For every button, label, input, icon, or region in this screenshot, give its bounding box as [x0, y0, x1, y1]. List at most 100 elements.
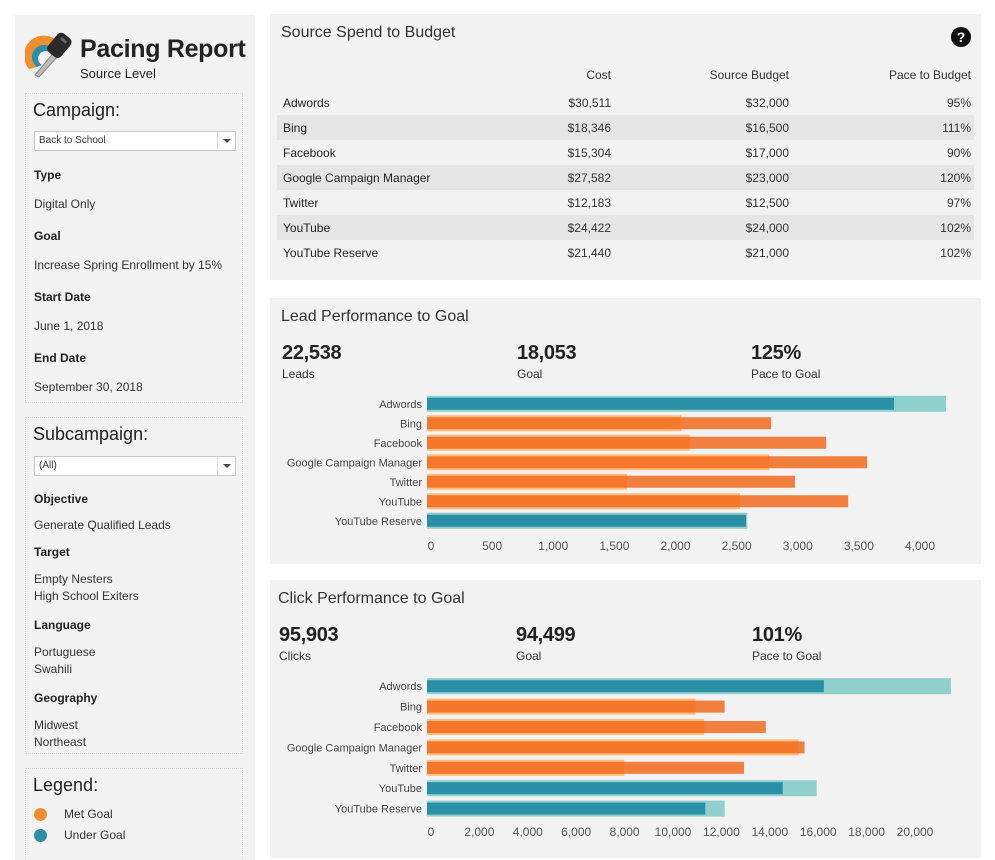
kpi-pace: 101% Pace to Goal [752, 624, 821, 663]
actual-bar[interactable] [427, 741, 805, 754]
source-cell: Google Campaign Manager [277, 165, 497, 190]
subcampaign-dropdown[interactable]: (All) [34, 456, 236, 476]
kpi-label: Goal [517, 367, 543, 381]
bar-row[interactable]: YouTube [379, 493, 849, 510]
category-label: Twitter [390, 763, 423, 775]
app-subtitle: Source Level [80, 66, 156, 81]
actual-bar[interactable] [427, 700, 725, 713]
kpi-clicks: 95,903 Clicks [279, 624, 339, 663]
actual-bar[interactable] [427, 417, 772, 430]
actual-bar[interactable] [427, 475, 795, 488]
end-date-label: End Date [34, 351, 87, 365]
subcampaign-panel: Subcampaign: (All) Objective Generate Qu… [25, 417, 243, 754]
bar-row[interactable]: Bing [400, 415, 772, 432]
end-date-value: September 30, 2018 [34, 380, 143, 394]
x-tick-label: 2,000 [660, 539, 690, 553]
x-tick-label: 4,000 [905, 539, 935, 553]
language-value-2: Swahili [34, 662, 73, 676]
kpi-label: Clicks [279, 649, 311, 663]
budget-cell: $17,000 [745, 145, 789, 160]
chevron-down-icon[interactable] [217, 132, 235, 150]
bar-row[interactable]: Bing [400, 698, 725, 715]
table-row: Adwords $30,511 $32,000 95% [277, 90, 974, 115]
cost-cell: $18,346 [497, 115, 614, 140]
actual-bar[interactable] [427, 514, 747, 527]
cost-cell: $21,440 [567, 245, 611, 260]
bar-row[interactable]: YouTube Reserve [335, 800, 725, 817]
section-title: Click Performance to Goal [278, 590, 465, 607]
x-tick-label: 6,000 [561, 825, 591, 839]
cost-cell: $12,183 [567, 195, 611, 210]
section-title: Lead Performance to Goal [281, 308, 469, 325]
category-label: Adwords [379, 399, 422, 411]
target-value-2: High School Exiters [34, 589, 139, 603]
category-label: Twitter [390, 477, 423, 489]
actual-bar[interactable] [427, 680, 824, 693]
category-label: Bing [400, 418, 422, 430]
teal-dot-icon [34, 829, 47, 842]
orange-dot-icon [34, 808, 47, 821]
table-row: YouTube Reserve $21,440 $21,000 102% [277, 240, 974, 265]
actual-bar[interactable] [427, 456, 868, 469]
kpi-pace: 125% Pace to Goal [751, 342, 820, 381]
bar-row[interactable]: Facebook [374, 719, 766, 735]
x-tick-label: 0 [428, 539, 435, 553]
source-cell: Twitter [283, 195, 319, 210]
campaign-title: Campaign: [33, 100, 121, 120]
campaign-selected: Back to School [39, 135, 106, 146]
x-tick-label: 500 [482, 539, 502, 553]
bar-row[interactable]: Google Campaign Manager [287, 454, 868, 471]
pace-cell: 102% [792, 215, 974, 240]
actual-bar[interactable] [427, 782, 783, 795]
kpi-label: Pace to Goal [752, 649, 822, 663]
pace-cell: 97% [946, 195, 971, 210]
actual-bar[interactable] [427, 436, 827, 449]
x-tick-label: 1,500 [599, 539, 629, 553]
category-label: YouTube [379, 783, 422, 795]
kpi-label: Leads [282, 367, 315, 381]
bar-row[interactable]: Adwords [379, 395, 946, 412]
actual-bar[interactable] [427, 802, 706, 815]
subcampaign-title: Subcampaign: [33, 424, 149, 444]
actual-bar[interactable] [427, 495, 849, 508]
question-icon[interactable]: ? [951, 27, 971, 47]
campaign-dropdown[interactable]: Back to School [34, 131, 236, 151]
pace-cell: 95% [946, 95, 971, 110]
column-header-cost: Cost [586, 68, 611, 82]
chevron-down-icon[interactable] [217, 457, 235, 475]
language-value-1: Portuguese [34, 645, 96, 659]
actual-bar[interactable] [427, 761, 745, 774]
x-tick-label: 16,000 [800, 825, 837, 839]
bar-row[interactable]: Facebook [374, 434, 827, 451]
bar-row[interactable]: YouTube Reserve [335, 512, 748, 529]
table-row: Google Campaign Manager $27,582 $23,000 120… [277, 165, 974, 190]
type-value: Digital Only [34, 197, 96, 211]
bar-row[interactable]: Twitter [390, 473, 795, 490]
lead-chart-svg: Adwords Bing Facebook Google Campaign Manag… [287, 395, 946, 553]
bar-row[interactable]: Google Campaign Manager [287, 739, 805, 756]
x-tick-label: 0 [428, 825, 435, 839]
actual-bar[interactable] [427, 397, 894, 410]
section-title: Source Spend to Budget [281, 24, 456, 41]
pace-cell: 120% [792, 165, 974, 190]
category-label: YouTube Reserve [335, 516, 422, 528]
actual-bar[interactable] [427, 721, 766, 733]
click-chart-svg: Adwords Bing Facebook Google Campaign Manag… [287, 678, 951, 839]
campaign-panel: Campaign: Back to School Type Digital On… [25, 93, 243, 403]
budget-cell: $23,000 [614, 165, 792, 190]
x-tick-label: 4,000 [513, 825, 543, 839]
type-label: Type [34, 168, 62, 182]
objective-value: Generate Qualified Leads [34, 518, 171, 532]
legend-title: Legend: [33, 775, 99, 795]
start-date-label: Start Date [34, 290, 91, 304]
legend-panel: Legend: Met Goal Under Goal [25, 768, 243, 860]
category-label: Facebook [374, 722, 423, 734]
goal-label: Goal [34, 229, 61, 243]
cost-cell: $27,582 [497, 165, 614, 190]
category-label: Facebook [374, 438, 423, 450]
bar-row[interactable]: Adwords [379, 678, 951, 695]
category-label: YouTube [379, 496, 422, 508]
x-tick-label: 2,000 [464, 825, 494, 839]
bar-row[interactable]: YouTube [379, 780, 817, 797]
bar-row[interactable]: Twitter [390, 759, 745, 776]
